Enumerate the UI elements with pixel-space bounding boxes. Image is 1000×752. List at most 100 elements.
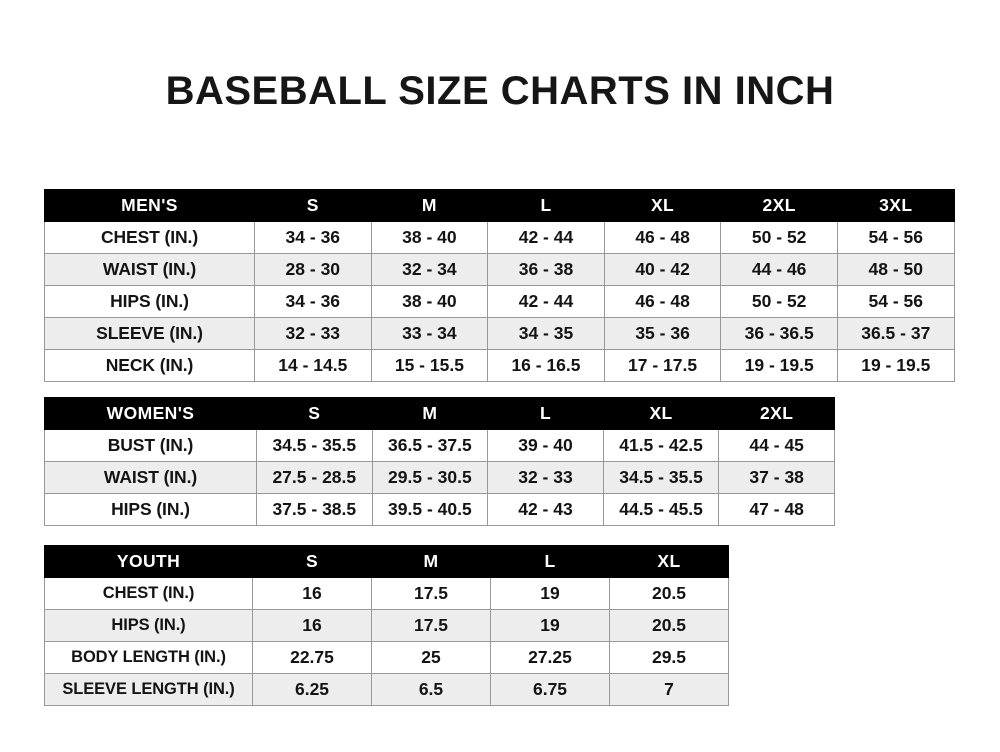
mens-measurement-cell: 34 - 35: [487, 317, 605, 350]
mens-row-label: NECK (IN.): [44, 349, 255, 382]
mens-measurement-cell: 16 - 16.5: [487, 349, 605, 382]
mens-measurement-cell: 44 - 46: [720, 253, 838, 286]
mens-header-row: MEN'S S M L XL 2XL 3XL: [44, 189, 955, 222]
womens-measurement-cell: 36.5 - 37.5: [371, 429, 489, 462]
mens-measurement-cell: 33 - 34: [370, 317, 489, 350]
youth-column-header-l: L: [490, 545, 610, 578]
youth-measurement-cell: 17.5: [371, 609, 491, 642]
mens-measurement-cell: 46 - 48: [603, 285, 722, 318]
youth-row-label: HIPS (IN.): [44, 609, 253, 642]
youth-measurement-cell: 20.5: [609, 577, 729, 610]
mens-corner-label: MEN'S: [44, 189, 255, 222]
womens-measurement-cell: 44 - 45: [718, 429, 835, 462]
womens-measurement-cell: 37 - 38: [718, 461, 835, 494]
table-row: HIPS (IN.) 34 - 36 38 - 40 42 - 44 46 - 48 50…: [44, 285, 955, 318]
mens-measurement-cell: 36.5 - 37: [836, 317, 955, 350]
mens-measurement-cell: 54 - 56: [836, 285, 955, 318]
youth-column-header-m: M: [371, 545, 491, 578]
youth-measurement-cell: 17.5: [371, 577, 491, 610]
womens-column-header-l: L: [487, 397, 604, 430]
mens-column-header-s: S: [254, 189, 372, 222]
womens-column-header-m: M: [371, 397, 489, 430]
mens-measurement-cell: 19 - 19.5: [836, 349, 955, 382]
mens-measurement-cell: 19 - 19.5: [720, 349, 838, 382]
mens-measurement-cell: 54 - 56: [836, 221, 955, 254]
youth-row-label: BODY LENGTH (IN.): [44, 641, 253, 674]
womens-row-label: WAIST (IN.): [44, 461, 257, 494]
womens-measurement-cell: 32 - 33: [487, 461, 604, 494]
womens-row-label: BUST (IN.): [44, 429, 257, 462]
mens-column-header-3xl: 3XL: [836, 189, 955, 222]
mens-measurement-cell: 38 - 40: [370, 285, 489, 318]
mens-measurement-cell: 28 - 30: [254, 253, 372, 286]
mens-measurement-cell: 46 - 48: [603, 221, 722, 254]
youth-measurement-cell: 27.25: [490, 641, 610, 674]
table-row: HIPS (IN.) 16 17.5 19 20.5: [44, 609, 729, 642]
youth-measurement-cell: 16: [252, 609, 372, 642]
mens-column-header-l: L: [487, 189, 605, 222]
mens-measurement-cell: 14 - 14.5: [254, 349, 372, 382]
youth-column-header-xl: XL: [609, 545, 729, 578]
table-row: WAIST (IN.) 27.5 - 28.5 29.5 - 30.5 32 - 33…: [44, 461, 835, 494]
mens-column-header-m: M: [370, 189, 489, 222]
womens-measurement-cell: 42 - 43: [487, 493, 604, 526]
mens-column-header-2xl: 2XL: [720, 189, 838, 222]
mens-measurement-cell: 40 - 42: [603, 253, 722, 286]
mens-measurement-cell: 36 - 38: [487, 253, 605, 286]
table-row: WAIST (IN.) 28 - 30 32 - 34 36 - 38 40 - 42 4…: [44, 253, 955, 286]
womens-measurement-cell: 41.5 - 42.5: [602, 429, 720, 462]
youth-size-table: YOUTH S M L XL CHEST (IN.) 16 17.5 19 20.5 HIPS (I…: [44, 545, 729, 706]
womens-column-header-s: S: [256, 397, 373, 430]
mens-measurement-cell: 34 - 36: [254, 285, 372, 318]
youth-measurement-cell: 6.25: [252, 673, 372, 706]
womens-measurement-cell: 39 - 40: [487, 429, 604, 462]
youth-corner-label: YOUTH: [44, 545, 253, 578]
table-row: SLEEVE LENGTH (IN.) 6.25 6.5 6.75 7: [44, 673, 729, 706]
table-row: SLEEVE (IN.) 32 - 33 33 - 34 34 - 35 35 - 36…: [44, 317, 955, 350]
mens-measurement-cell: 35 - 36: [603, 317, 722, 350]
mens-measurement-cell: 17 - 17.5: [603, 349, 722, 382]
mens-measurement-cell: 32 - 33: [254, 317, 372, 350]
mens-column-header-xl: XL: [603, 189, 722, 222]
mens-row-label: WAIST (IN.): [44, 253, 255, 286]
youth-measurement-cell: 16: [252, 577, 372, 610]
youth-measurement-cell: 29.5: [609, 641, 729, 674]
mens-measurement-cell: 50 - 52: [720, 285, 838, 318]
youth-measurement-cell: 25: [371, 641, 491, 674]
mens-measurement-cell: 15 - 15.5: [370, 349, 489, 382]
womens-measurement-cell: 29.5 - 30.5: [371, 461, 489, 494]
table-row: CHEST (IN.) 16 17.5 19 20.5: [44, 577, 729, 610]
youth-measurement-cell: 7: [609, 673, 729, 706]
page-title: BASEBALL SIZE CHARTS IN INCH: [165, 69, 835, 113]
womens-measurement-cell: 34.5 - 35.5: [602, 461, 720, 494]
mens-measurement-cell: 32 - 34: [370, 253, 489, 286]
womens-row-label: HIPS (IN.): [44, 493, 257, 526]
mens-measurement-cell: 50 - 52: [720, 221, 838, 254]
womens-measurement-cell: 37.5 - 38.5: [256, 493, 373, 526]
womens-measurement-cell: 39.5 - 40.5: [371, 493, 489, 526]
youth-measurement-cell: 22.75: [252, 641, 372, 674]
womens-measurement-cell: 27.5 - 28.5: [256, 461, 373, 494]
womens-measurement-cell: 34.5 - 35.5: [256, 429, 373, 462]
youth-header-row: YOUTH S M L XL: [44, 545, 729, 578]
table-row: NECK (IN.) 14 - 14.5 15 - 15.5 16 - 16.5 17 …: [44, 349, 955, 382]
womens-corner-label: WOMEN'S: [44, 397, 257, 430]
womens-size-table: WOMEN'S S M L XL 2XL BUST (IN.) 34.5 - 35.5 36.5…: [44, 397, 835, 526]
table-row: CHEST (IN.) 34 - 36 38 - 40 42 - 44 46 - 48 5…: [44, 221, 955, 254]
womens-column-header-2xl: 2XL: [718, 397, 835, 430]
womens-column-header-xl: XL: [602, 397, 720, 430]
mens-row-label: HIPS (IN.): [44, 285, 255, 318]
womens-measurement-cell: 47 - 48: [718, 493, 835, 526]
table-row: BODY LENGTH (IN.) 22.75 25 27.25 29.5: [44, 641, 729, 674]
mens-measurement-cell: 34 - 36: [254, 221, 372, 254]
mens-measurement-cell: 36 - 36.5: [720, 317, 838, 350]
youth-measurement-cell: 19: [490, 577, 610, 610]
womens-header-row: WOMEN'S S M L XL 2XL: [44, 397, 835, 430]
youth-measurement-cell: 19: [490, 609, 610, 642]
table-row: HIPS (IN.) 37.5 - 38.5 39.5 - 40.5 42 - 43 4…: [44, 493, 835, 526]
mens-measurement-cell: 42 - 44: [487, 285, 605, 318]
mens-measurement-cell: 38 - 40: [370, 221, 489, 254]
mens-measurement-cell: 48 - 50: [836, 253, 955, 286]
youth-measurement-cell: 6.5: [371, 673, 491, 706]
